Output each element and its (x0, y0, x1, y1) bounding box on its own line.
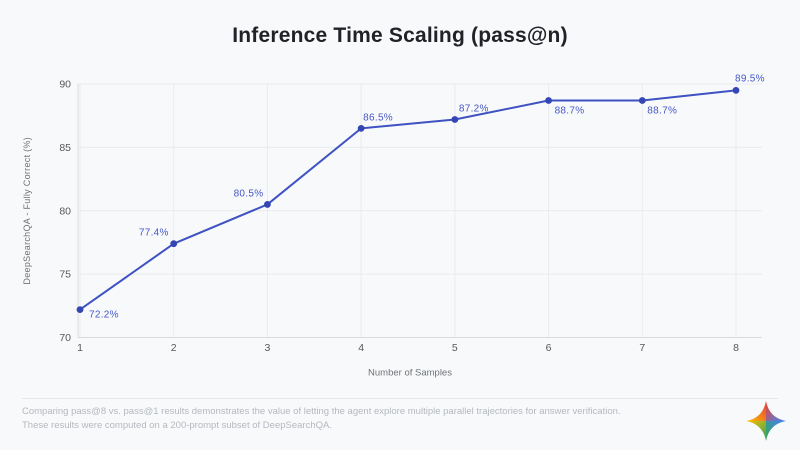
y-tick-label: 80 (59, 205, 71, 217)
y-axis-title: DeepSearchQA - Fully Correct (%) (22, 137, 32, 285)
data-point-label: 88.7% (647, 105, 677, 116)
sparkle-petal-top-left (746, 401, 766, 421)
x-tick-label: 2 (171, 342, 177, 354)
data-point (638, 97, 646, 104)
x-axis-title: Number of Samples (368, 368, 452, 379)
data-point (357, 124, 365, 132)
footer-caption: Comparing pass@8 vs. pass@1 results demo… (22, 405, 712, 433)
y-tick-label: 70 (59, 332, 71, 344)
data-point-label: 80.5% (234, 188, 264, 199)
data-point-label: 77.4% (139, 228, 169, 239)
data-point-label: 88.7% (555, 105, 585, 116)
data-point (451, 116, 459, 123)
sparkle-petal-bottom-right (766, 421, 786, 441)
data-point (264, 201, 271, 208)
footer-divider (22, 398, 778, 399)
data-point (76, 306, 84, 314)
series-line (79, 89, 737, 311)
data-point (732, 86, 740, 94)
data-point-label: 72.2% (89, 310, 119, 321)
data-point (170, 240, 178, 248)
x-tick-label: 4 (358, 342, 364, 354)
y-tick-label: 85 (59, 142, 71, 154)
y-tick-label: 75 (59, 269, 71, 281)
x-tick-label: 3 (265, 342, 271, 354)
data-point-label: 89.5% (735, 73, 765, 84)
data-point (545, 97, 552, 104)
x-tick-label: 7 (639, 342, 645, 354)
data-point-label: 86.5% (363, 112, 393, 123)
gemini-sparkle-icon (746, 401, 786, 441)
sparkle-petal-bottom-left (746, 421, 766, 441)
footer-caption-line1: Comparing pass@8 vs. pass@1 results demo… (22, 406, 621, 417)
sparkle-petal-top-right (766, 401, 786, 421)
line-chart: 70 75 80 85 90 1 2 3 4 5 6 7 8 Number of Samples DeepS… (22, 73, 765, 379)
data-point-label: 87.2% (459, 103, 489, 114)
x-tick-label: 8 (733, 342, 739, 354)
x-tick-label: 1 (77, 342, 83, 354)
footer-caption-line2: These results were computed on a 200-pro… (22, 420, 332, 431)
x-tick-label: 6 (546, 342, 552, 354)
x-tick-label: 5 (452, 342, 458, 354)
y-tick-label: 90 (59, 79, 71, 91)
page-title: Inference Time Scaling (pass@n) (232, 24, 568, 47)
